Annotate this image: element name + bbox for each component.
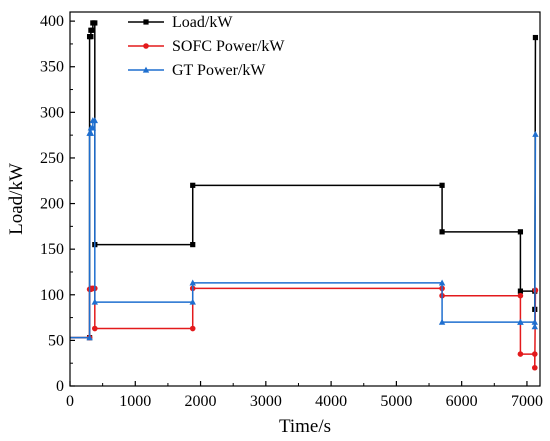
y-tick-label: 350 [40,59,64,76]
data-point [86,334,93,341]
data-point [189,298,196,305]
y-tick-label: 0 [56,378,64,395]
legend-entry: SOFC Power/kW [128,38,285,55]
data-point [517,292,524,299]
series-line [70,287,537,368]
x-axis-title: Time/s [279,416,331,437]
legend-label: SOFC Power/kW [172,38,285,55]
series-triangle [70,117,539,341]
legend-label: Load/kW [172,14,233,31]
data-point [88,34,94,40]
x-tick-label: 6000 [446,393,478,410]
data-point [90,27,96,33]
legend-entry: Load/kW [128,14,233,31]
y-tick-label: 300 [40,104,64,121]
series-line [70,119,537,339]
data-point [190,242,196,248]
y-tick-label: 250 [40,150,64,167]
x-tick-label: 4000 [315,393,347,410]
data-point [439,229,445,235]
data-point [91,117,99,124]
data-point [438,279,446,286]
data-point [532,130,539,137]
legend-entry: GT Power/kW [128,62,266,79]
data-point [531,364,538,371]
y-axis-title: Load/kW [6,163,27,235]
x-tick-label: 5000 [380,393,412,410]
data-point [438,318,446,325]
legend-label: GT Power/kW [172,62,266,79]
data-point [190,182,196,188]
plot-frame [69,11,541,387]
data-point [517,288,524,294]
axes-layer: 0 1000 2000 3000 4000 5000 6000 7000 0 50 100 150 20… [40,11,543,410]
y-tick-label: 50 [48,332,64,349]
data-point [517,229,524,235]
x-tick-label: 7000 [511,393,543,410]
x-tick-label: 2000 [185,393,217,410]
data-point [89,124,97,131]
data-point [92,20,98,26]
data-point [439,182,445,188]
legend: Load/kW SOFC Power/kW GT Power/kW [128,14,285,79]
data-point [517,318,524,325]
data-point [87,129,95,136]
data-point [532,34,539,41]
data-point [189,325,196,332]
data-point [189,279,196,286]
legend-marker [142,66,150,73]
y-tick-label: 100 [40,287,64,304]
data-point [531,351,538,357]
data-point [531,323,538,330]
legend-marker [143,43,149,49]
y-tick-label: 400 [40,13,64,30]
y-tick-label: 200 [40,196,64,213]
data-point [517,351,524,357]
data-point [531,318,538,325]
data-point [92,325,98,332]
data-point [91,298,99,305]
x-tick-label: 0 [66,393,74,410]
series-circle [70,285,539,371]
series-square [70,20,539,341]
legend-marker [143,19,149,25]
x-tick-label: 3000 [250,393,282,410]
y-tick-label: 150 [40,241,64,258]
x-tick-label: 1000 [119,393,151,410]
series-layer [70,20,539,371]
